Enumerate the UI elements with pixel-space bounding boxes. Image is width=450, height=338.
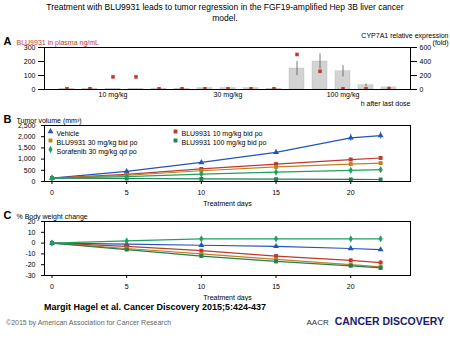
svg-text:20: 20 xyxy=(347,189,355,196)
svg-text:% Body weight change: % Body weight change xyxy=(17,213,88,221)
html-text:CANCER DISCOVERY: CANCER DISCOVERY xyxy=(334,315,444,327)
svg-text:300: 300 xyxy=(23,43,36,51)
html-text:Margit Hagel et al. Cancer Dis: Margit Hagel et al. Cancer Discovery 201… xyxy=(44,302,267,312)
svg-text:5: 5 xyxy=(125,283,129,290)
svg-text:15: 15 xyxy=(272,283,280,290)
svg-text:200: 200 xyxy=(420,72,432,79)
html-text:Treatment with BLU9931 leads t: Treatment with BLU9931 leads to tumor re… xyxy=(46,2,404,23)
svg-text:Sorafenib 30 mg/kg qd po: Sorafenib 30 mg/kg qd po xyxy=(57,148,137,156)
svg-text:Vehicle: Vehicle xyxy=(57,130,80,137)
svg-text:0: 0 xyxy=(50,189,54,196)
svg-text:-10: -10 xyxy=(25,250,35,257)
svg-text:500: 500 xyxy=(24,167,36,174)
svg-text:2,000: 2,000 xyxy=(18,133,36,140)
svg-text:-20: -20 xyxy=(25,261,35,268)
svg-text:0: 0 xyxy=(32,86,36,93)
svg-text:0: 0 xyxy=(420,86,424,93)
svg-text:15: 15 xyxy=(272,189,280,196)
svg-text:10: 10 xyxy=(28,229,36,236)
svg-text:20: 20 xyxy=(27,217,36,225)
svg-text:2,500: 2,500 xyxy=(18,121,36,129)
svg-text:-30: -30 xyxy=(25,272,35,279)
html-text:AACR: AACR xyxy=(306,318,329,327)
svg-text:1,500: 1,500 xyxy=(18,144,36,151)
svg-text:20: 20 xyxy=(347,283,355,290)
svg-text:10: 10 xyxy=(197,283,205,290)
svg-text:BLU9931 10 mg/kg bid po: BLU9931 10 mg/kg bid po xyxy=(182,130,263,138)
svg-text:30 mg/kg: 30 mg/kg xyxy=(214,91,243,99)
svg-text:600: 600 xyxy=(420,44,432,51)
svg-text:1,000: 1,000 xyxy=(18,155,36,162)
svg-text:400: 400 xyxy=(420,58,432,65)
svg-text:CYP7A1 relative expression(fol: CYP7A1 relative expression(fold) xyxy=(361,32,448,47)
svg-text:C: C xyxy=(4,209,12,221)
svg-text:10: 10 xyxy=(197,189,205,196)
svg-text:BLU9931 100 mg/kg bid po: BLU9931 100 mg/kg bid po xyxy=(182,139,267,147)
svg-text:0: 0 xyxy=(32,178,36,185)
svg-text:0: 0 xyxy=(50,283,54,290)
svg-text:Treatment days: Treatment days xyxy=(203,294,252,302)
svg-text:B: B xyxy=(4,113,12,125)
svg-text:0: 0 xyxy=(32,239,36,246)
svg-text:5: 5 xyxy=(125,189,129,196)
svg-text:100 mg/kg: 100 mg/kg xyxy=(327,91,360,99)
svg-text:A: A xyxy=(4,35,12,47)
svg-text:Treatment days: Treatment days xyxy=(203,200,252,208)
svg-text:100: 100 xyxy=(24,72,36,79)
svg-text:BLU9931 in plasma ng/mL: BLU9931 in plasma ng/mL xyxy=(17,39,100,47)
svg-text:10 mg/kg: 10 mg/kg xyxy=(99,91,128,99)
svg-text:BLU9931 30 mg/kg bid po: BLU9931 30 mg/kg bid po xyxy=(57,139,138,147)
svg-text:200: 200 xyxy=(24,58,36,65)
svg-text:h after last dose: h after last dose xyxy=(361,100,411,107)
svg-text:Tumor volume (mm³): Tumor volume (mm³) xyxy=(17,117,82,125)
html-text:©2015 by American Association: ©2015 by American Association for Cancer… xyxy=(6,319,172,326)
